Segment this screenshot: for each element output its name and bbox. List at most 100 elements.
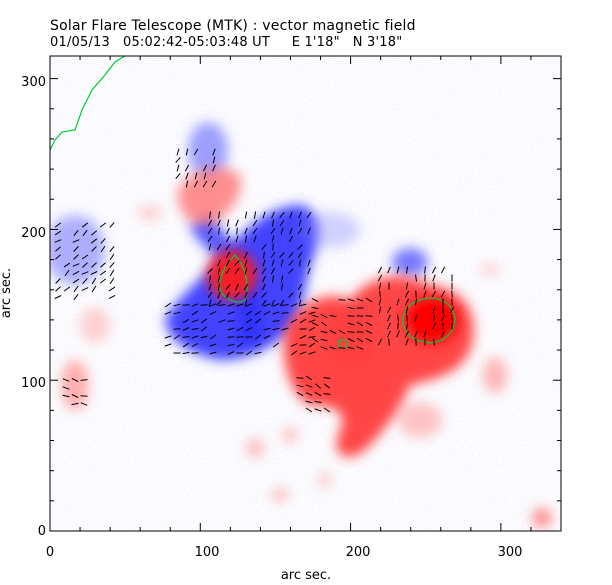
field-vector xyxy=(164,335,172,339)
field-vector xyxy=(281,327,289,331)
field-vector xyxy=(244,259,248,267)
field-vector xyxy=(298,211,302,219)
field-vector xyxy=(414,314,418,322)
field-vector xyxy=(356,298,364,302)
field-vector xyxy=(64,269,70,277)
field-vector xyxy=(245,350,253,356)
field-vector xyxy=(63,286,71,292)
plot-frame xyxy=(49,55,562,532)
field-vector xyxy=(191,342,199,348)
field-vector xyxy=(377,266,383,274)
field-vector xyxy=(62,394,70,398)
field-vector xyxy=(202,164,208,172)
field-vector xyxy=(281,304,289,306)
field-vector xyxy=(279,299,285,307)
y-tick-label: 200 xyxy=(21,226,46,241)
field-vector xyxy=(263,335,271,339)
field-vector xyxy=(263,251,265,259)
field-vector xyxy=(73,254,79,260)
field-vector xyxy=(208,243,212,251)
field-vector xyxy=(182,327,190,331)
field-vector xyxy=(299,335,307,339)
field-vector xyxy=(271,211,275,219)
field-vector xyxy=(378,282,382,290)
field-vector xyxy=(290,318,298,324)
field-vector xyxy=(82,229,88,237)
field-vector xyxy=(182,351,190,355)
field-vector xyxy=(347,346,355,350)
field-vector xyxy=(72,239,80,243)
field-vector xyxy=(109,253,115,261)
field-vector xyxy=(225,283,231,291)
field-vector xyxy=(243,283,249,291)
field-vector xyxy=(91,262,97,268)
field-vector xyxy=(54,295,62,299)
field-vector xyxy=(62,378,70,382)
field-vector xyxy=(71,377,79,383)
field-vector xyxy=(200,304,208,306)
field-vector xyxy=(414,330,418,338)
field-vector xyxy=(245,235,247,243)
field-vector xyxy=(290,343,298,347)
field-vector xyxy=(308,311,316,315)
y-tick-label: 100 xyxy=(21,376,46,391)
field-vector xyxy=(314,408,322,412)
field-vector xyxy=(314,400,322,404)
field-vector xyxy=(173,311,181,315)
field-vector xyxy=(298,299,302,307)
field-vector xyxy=(254,343,262,347)
field-vector xyxy=(55,254,61,260)
field-vector xyxy=(207,219,213,227)
field-vector xyxy=(191,310,199,316)
field-vector xyxy=(99,278,107,284)
field-vector xyxy=(290,350,298,356)
field-vector xyxy=(288,235,294,243)
field-vector xyxy=(387,314,391,322)
field-vector xyxy=(280,227,284,235)
field-vector xyxy=(218,227,220,235)
field-vector xyxy=(365,337,373,343)
field-vector xyxy=(323,377,331,379)
field-vector xyxy=(234,267,240,275)
field-vector xyxy=(308,326,316,332)
field-vector xyxy=(225,251,231,259)
field-vector xyxy=(320,338,328,342)
field-vector xyxy=(440,290,446,298)
field-vector xyxy=(82,277,88,285)
field-vector xyxy=(73,285,79,293)
x-tick-labels: 0 100 200 300 xyxy=(46,545,523,560)
field-vector xyxy=(281,312,289,314)
field-vector xyxy=(262,259,266,267)
field-vector xyxy=(262,275,266,283)
field-vector xyxy=(441,314,445,322)
field-vector xyxy=(218,304,226,306)
field-vector xyxy=(272,303,280,307)
field-vector xyxy=(109,222,115,228)
field-vector xyxy=(272,327,280,331)
field-vector xyxy=(207,291,213,299)
field-vector xyxy=(280,259,284,267)
field-vector xyxy=(263,310,271,316)
field-vector xyxy=(245,326,253,332)
field-vector xyxy=(90,238,98,244)
field-vector xyxy=(396,298,400,306)
field-vector xyxy=(433,338,435,346)
noise-background xyxy=(50,56,561,531)
field-vector xyxy=(329,346,337,350)
field-vector xyxy=(261,292,267,298)
field-vector xyxy=(225,267,231,275)
field-vector xyxy=(227,343,235,347)
field-vector xyxy=(99,270,107,276)
field-vector xyxy=(176,148,180,156)
field-vector xyxy=(81,254,89,260)
field-vector xyxy=(109,277,115,285)
field-vector xyxy=(305,384,313,388)
x-tick-label: 100 xyxy=(195,545,220,560)
field-vector xyxy=(80,379,88,381)
field-vector xyxy=(236,227,238,235)
field-vector xyxy=(347,306,355,310)
field-vector xyxy=(311,306,319,310)
field-vector xyxy=(311,337,319,343)
vector-field xyxy=(54,148,455,413)
